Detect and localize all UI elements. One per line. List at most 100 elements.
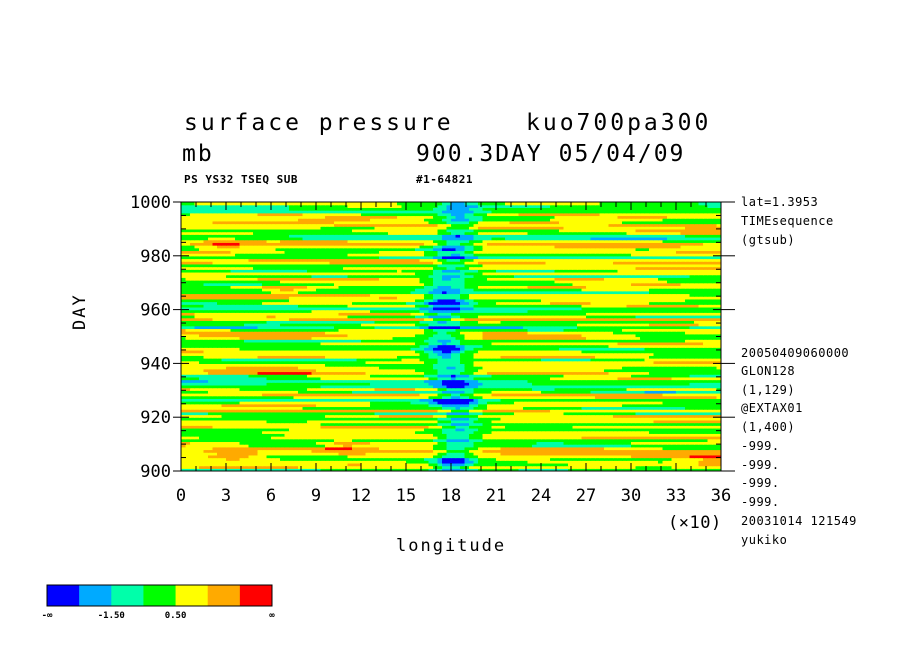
heat-cell (352, 401, 358, 405)
heat-cell (370, 379, 376, 383)
heat-cell (190, 376, 196, 381)
heat-cell (527, 446, 533, 451)
heat-cell (356, 446, 362, 451)
heat-cell (239, 460, 245, 464)
heat-cell (649, 371, 655, 375)
heat-cell (433, 368, 439, 373)
heat-cell (586, 446, 592, 451)
heat-cell (424, 409, 430, 413)
heat-cell (482, 446, 488, 451)
heat-cell (433, 430, 439, 434)
heat-cell (653, 438, 659, 443)
heat-cell (563, 401, 569, 405)
heat-cell (640, 368, 646, 373)
heat-cell (572, 376, 578, 381)
heat-cell (352, 406, 358, 410)
heat-cell (469, 425, 475, 429)
heat-cell (563, 374, 569, 378)
heat-cell (716, 414, 721, 418)
heat-cell (203, 382, 209, 386)
heat-cell (230, 468, 236, 471)
heat-cell (442, 395, 448, 399)
heat-cell (563, 392, 569, 397)
heat-cell (626, 374, 632, 378)
heat-cell (298, 411, 304, 416)
heat-cell (361, 468, 367, 471)
heat-cell (392, 446, 398, 451)
heat-cell (563, 384, 569, 389)
heat-cell (649, 366, 655, 370)
heat-cell (365, 382, 371, 386)
heat-cell (698, 422, 704, 426)
heat-cell (680, 395, 686, 399)
heat-cell (586, 462, 592, 467)
heat-cell (334, 441, 340, 445)
heat-cell (662, 414, 668, 418)
heat-cell (640, 379, 646, 383)
heat-cell (635, 395, 641, 399)
heat-cell (365, 398, 371, 402)
heat-cell (716, 446, 721, 451)
heat-cell (622, 449, 628, 453)
heat-cell (311, 417, 317, 421)
heat-cell (500, 425, 506, 429)
heat-cell (221, 398, 227, 402)
heat-cell (356, 395, 362, 399)
heat-cell (203, 403, 209, 408)
heat-cell (496, 444, 502, 448)
heat-cell (298, 392, 304, 397)
heat-cell (599, 363, 605, 367)
heat-cell (311, 371, 317, 375)
heat-cell (253, 382, 259, 386)
heat-cell (644, 419, 650, 424)
heat-cell (689, 406, 695, 410)
heat-cell (482, 368, 488, 373)
heat-cell (689, 419, 695, 424)
heat-cell (244, 436, 250, 440)
heat-cell (280, 419, 286, 424)
heat-cell (703, 382, 709, 386)
heat-cell (221, 414, 227, 418)
heat-cell (316, 444, 322, 448)
heat-cell (244, 401, 250, 405)
heat-cell (622, 392, 628, 397)
heat-cell (388, 360, 394, 364)
heat-cell (365, 371, 371, 375)
heat-cell (244, 468, 250, 471)
heat-cell (523, 387, 529, 391)
heat-cell (329, 366, 335, 370)
heat-cell (568, 390, 574, 394)
heat-cell (217, 449, 223, 453)
heat-cell (478, 384, 484, 389)
heat-cell (622, 462, 628, 467)
heat-cell (491, 366, 497, 370)
heat-cell (518, 368, 524, 373)
heat-cell (208, 403, 214, 408)
heat-cell (217, 401, 223, 405)
heat-cell (181, 382, 187, 386)
heat-cell (685, 368, 691, 373)
heat-cell (599, 441, 605, 445)
heat-cell (244, 398, 250, 402)
heat-cell (289, 427, 295, 432)
heat-cell (334, 363, 340, 367)
heat-cell (190, 427, 196, 432)
heat-cell (334, 465, 340, 469)
heat-cell (595, 363, 601, 367)
heat-cell (428, 457, 434, 461)
heat-cell (568, 401, 574, 405)
heat-cell (649, 438, 655, 443)
heat-cell (347, 392, 353, 397)
heat-cell (604, 438, 610, 443)
heat-cell (230, 433, 236, 437)
heat-cell (595, 387, 601, 391)
heat-cell (392, 433, 398, 437)
heat-cell (253, 409, 259, 413)
heat-cell (595, 465, 601, 469)
heat-cell (685, 465, 691, 469)
heat-cell (334, 468, 340, 471)
heat-cell (644, 441, 650, 445)
heat-cell (703, 392, 709, 397)
heat-cell (442, 387, 448, 391)
heat-cell (338, 363, 344, 367)
